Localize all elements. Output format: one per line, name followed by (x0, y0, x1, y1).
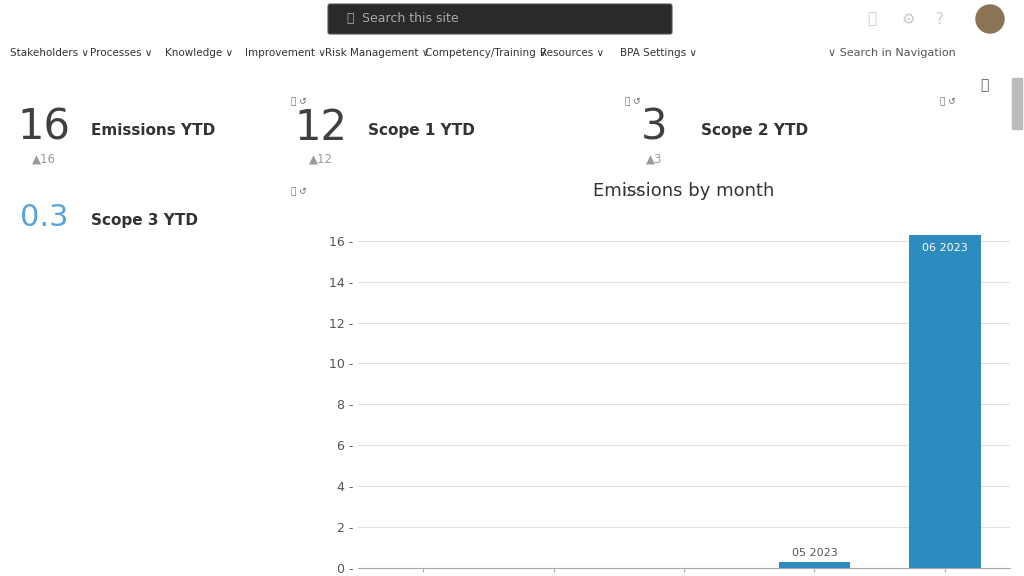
Title: Emissions by month: Emissions by month (593, 182, 775, 200)
Text: ⚙: ⚙ (901, 12, 914, 26)
Text: 06 2023: 06 2023 (922, 242, 968, 253)
Text: ▲3: ▲3 (646, 152, 663, 165)
Text: 12: 12 (295, 107, 347, 149)
Text: 0.3: 0.3 (19, 203, 69, 232)
Text: Competency/Training ∨: Competency/Training ∨ (425, 48, 547, 58)
Text: Scope 3 YTD: Scope 3 YTD (91, 213, 199, 228)
Circle shape (976, 5, 1004, 33)
Text: SharePoint: SharePoint (34, 12, 117, 26)
Bar (1012, 78, 1022, 129)
Text: 📷 ↺: 📷 ↺ (625, 188, 641, 196)
Text: BPA Settings ∨: BPA Settings ∨ (620, 48, 697, 58)
Text: Emissions YTD: Emissions YTD (91, 123, 215, 138)
Text: Scope 2 YTD: Scope 2 YTD (701, 123, 808, 138)
Text: Scope 1 YTD: Scope 1 YTD (369, 123, 475, 138)
Text: Improvement ∨: Improvement ∨ (245, 48, 326, 58)
Text: ✏  Edit: ✏ Edit (906, 78, 953, 92)
Text: 05 2023: 05 2023 (792, 548, 838, 558)
Text: ▲16: ▲16 (32, 152, 56, 165)
Text: 🔔: 🔔 (867, 12, 877, 26)
Text: 🔍: 🔍 (346, 13, 353, 25)
Text: 📷 ↺: 📷 ↺ (291, 97, 306, 107)
Text: Stakeholders ∨: Stakeholders ∨ (10, 48, 89, 58)
Text: Processes ∨: Processes ∨ (90, 48, 153, 58)
Text: 📷 ↺: 📷 ↺ (291, 188, 306, 196)
Text: ∨ Search in Navigation: ∨ Search in Navigation (828, 48, 955, 58)
Text: ⤢: ⤢ (980, 78, 988, 92)
Text: ?: ? (936, 12, 944, 26)
Text: Risk Management ∨: Risk Management ∨ (325, 48, 429, 58)
Text: ▲12: ▲12 (309, 152, 333, 165)
Text: 📷 ↺: 📷 ↺ (940, 97, 955, 107)
Text: 📷 ↺: 📷 ↺ (625, 97, 641, 107)
Text: Resources ∨: Resources ∨ (540, 48, 604, 58)
Text: 3: 3 (641, 107, 668, 149)
Text: 16: 16 (17, 107, 71, 149)
Bar (778, 562, 850, 568)
Text: Search this site: Search this site (362, 13, 459, 25)
Text: Knowledge ∨: Knowledge ∨ (165, 48, 233, 58)
Bar (909, 234, 981, 568)
Text: ⠿: ⠿ (9, 12, 18, 26)
FancyBboxPatch shape (328, 4, 672, 34)
